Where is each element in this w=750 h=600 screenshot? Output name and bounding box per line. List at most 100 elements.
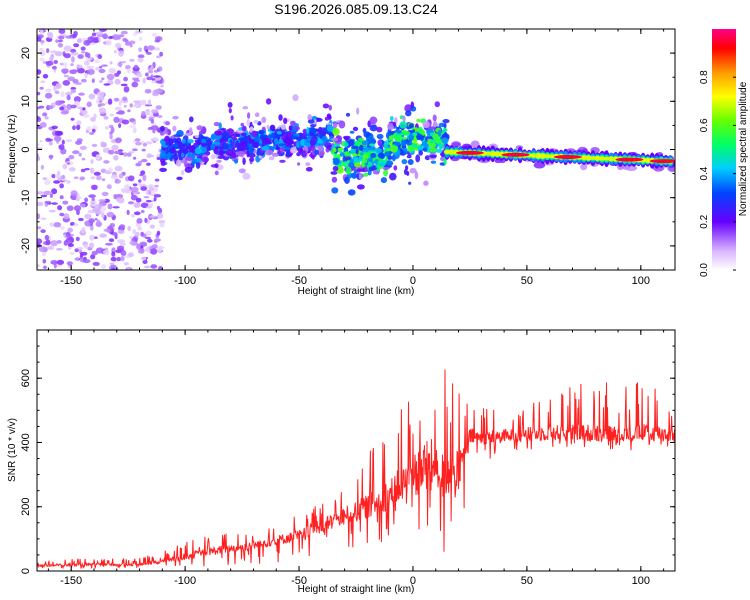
heatmap-cell [73, 43, 80, 48]
heatmap-cell [316, 117, 322, 122]
heatmap-cell [91, 184, 98, 190]
heatmap-cell [230, 115, 234, 121]
heatmap-cell [448, 149, 455, 155]
heatmap-cell [361, 140, 369, 146]
heatmap-cell [137, 57, 144, 63]
heatmap-cell [139, 173, 144, 177]
heatmap-cell [352, 153, 357, 157]
heatmap-cell [231, 152, 237, 159]
heatmap-cell [71, 56, 75, 63]
heatmap-cell [123, 104, 127, 108]
heatmap-cell [42, 61, 46, 64]
heatmap-cell [59, 212, 65, 217]
heatmap-cell [247, 112, 251, 119]
heatmap-cell [189, 116, 194, 123]
heatmap-cell [140, 186, 147, 191]
heatmap-cell [242, 157, 246, 165]
heatmap-cell [44, 92, 53, 99]
heatmap-cell [362, 172, 369, 177]
heatmap-cell [238, 137, 246, 141]
heatmap-cell [278, 114, 283, 121]
heatmap-cell [44, 116, 49, 120]
heatmap-cell [368, 143, 375, 147]
heatmap-cell [156, 246, 163, 253]
heatmap-cell [405, 165, 409, 171]
heatmap-cell [259, 134, 266, 140]
heatmap-cell [152, 136, 159, 141]
heatmap-cell [159, 222, 165, 228]
heatmap-cell [405, 110, 412, 117]
heatmap-region-strong-trail [441, 140, 675, 173]
heatmap-cell [333, 157, 340, 166]
heatmap-cell [338, 120, 346, 129]
heatmap-cell [153, 69, 159, 73]
heatmap-cell [307, 114, 313, 122]
heatmap-cell [145, 189, 149, 195]
heatmap-cell [299, 132, 303, 140]
heatmap-cell [58, 29, 66, 34]
heatmap-cell [68, 167, 76, 172]
heatmap-cell [407, 159, 414, 165]
heatmap-cell [54, 135, 62, 142]
heatmap-cell [402, 131, 411, 135]
heatmap-cell [184, 166, 193, 173]
heatmap-cell [408, 181, 412, 185]
x-tick-label: 100 [632, 575, 650, 587]
heatmap-cell [103, 249, 110, 255]
heatmap-cell [132, 120, 137, 125]
heatmap-cell [156, 205, 161, 210]
heatmap-cell [127, 267, 131, 270]
heatmap-cell [181, 148, 189, 155]
heatmap-cell [42, 252, 46, 257]
heatmap-cell [62, 200, 69, 205]
heatmap-cell [120, 61, 127, 64]
heatmap-cell [369, 124, 378, 132]
heatmap-cell [422, 121, 430, 129]
heatmap-cell [176, 176, 183, 181]
heatmap-cell [615, 157, 644, 162]
heatmap-cell [48, 141, 53, 146]
heatmap-cell [390, 145, 398, 153]
heatmap-cell [332, 127, 340, 136]
heatmap-cell [434, 101, 440, 108]
heatmap-cell [96, 175, 102, 181]
heatmap-cell [115, 137, 122, 143]
heatmap-cell [378, 152, 385, 159]
heatmap-cell [120, 83, 128, 87]
heatmap-cell [390, 116, 394, 121]
heatmap-cell [59, 226, 65, 230]
heatmap-cell [354, 162, 361, 168]
heatmap-cell [77, 38, 82, 44]
heatmap-cell [350, 158, 354, 163]
heatmap-cell [139, 36, 143, 41]
heatmap-cell [95, 67, 99, 71]
heatmap-cell [84, 213, 92, 220]
heatmap-cell [114, 179, 121, 184]
heatmap-cell [117, 197, 125, 204]
heatmap-cell [406, 155, 412, 159]
heatmap-cell [333, 143, 340, 147]
heatmap-cell [60, 110, 69, 115]
heatmap-cell [103, 83, 111, 86]
x-tick-label: -150 [60, 575, 82, 587]
heatmap-cell [61, 68, 69, 74]
heatmap-cell [66, 94, 71, 101]
heatmap-cell [57, 43, 64, 48]
heatmap-cell [126, 209, 130, 215]
heatmap-cell [38, 246, 47, 253]
heatmap-cell [544, 154, 551, 159]
heatmap-cell [314, 149, 319, 155]
heatmap-cell [115, 111, 123, 115]
heatmap-cell [37, 226, 42, 230]
heatmap-cell [115, 42, 122, 49]
heatmap-cell [407, 145, 415, 152]
heatmap-cell [109, 61, 113, 65]
heatmap-cell [93, 171, 101, 176]
heatmap-cell [369, 116, 378, 125]
heatmap-cell [83, 114, 90, 118]
heatmap-cell [128, 201, 134, 205]
heatmap-cell [214, 134, 221, 141]
heatmap-cell [56, 248, 63, 251]
heatmap-cell [157, 66, 163, 72]
